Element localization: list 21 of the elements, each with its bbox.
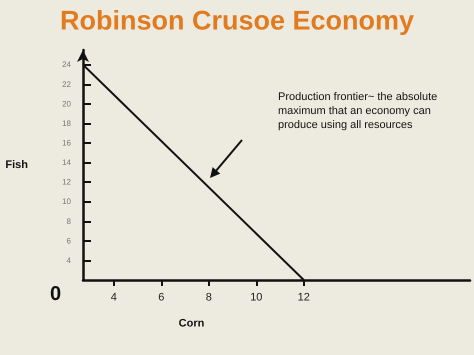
y-tick-label: 22 xyxy=(62,80,72,89)
y-tick-label: 8 xyxy=(66,216,72,226)
y-tick-label: 18 xyxy=(62,118,72,128)
chart-title: Robinson Crusoe Economy xyxy=(60,6,414,36)
y-tick-label: 4 xyxy=(66,256,72,265)
x-tick-label: 6 xyxy=(158,292,164,304)
y-tick-label: 12 xyxy=(62,178,72,187)
x-axis-title: Corn xyxy=(178,318,205,330)
y-axis-title: Fish xyxy=(5,159,28,171)
x-tick-label: 12 xyxy=(298,292,310,304)
y-tick-label: 16 xyxy=(62,138,72,148)
y-tick-label: 14 xyxy=(62,158,72,168)
annotation: Production frontier~ the absolute maximum that an economy can produce using all resources xyxy=(278,91,440,131)
text: 0 xyxy=(50,283,62,305)
x-tick-label: 8 xyxy=(206,292,212,304)
y-tick-label: 24 xyxy=(62,60,72,70)
y-tick-label: 10 xyxy=(62,197,72,206)
x-tick-label: 10 xyxy=(250,292,262,304)
y-tick-label: 6 xyxy=(66,236,72,246)
x-tick-label: 4 xyxy=(110,292,117,304)
y-tick-label: 20 xyxy=(62,99,72,108)
